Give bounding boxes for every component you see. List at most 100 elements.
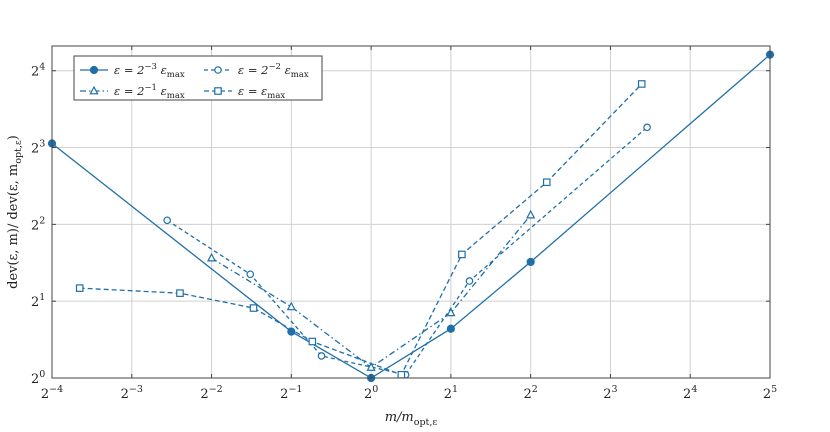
x-tick-label: 2−3 bbox=[121, 384, 143, 402]
x-tick-label: 24 bbox=[683, 384, 697, 402]
tick-exponent: −2 bbox=[209, 384, 223, 395]
legend-box bbox=[73, 55, 323, 101]
tick-exponent: 1 bbox=[452, 384, 458, 395]
x-tick-label: 25 bbox=[763, 384, 777, 402]
series-4-point bbox=[249, 304, 258, 312]
x-tick-label: 2−1 bbox=[280, 384, 302, 402]
y-tick-label: 21 bbox=[31, 292, 45, 310]
series-4-point bbox=[308, 337, 317, 346]
series-2-point bbox=[643, 123, 651, 132]
series-1-line bbox=[51, 54, 771, 379]
tick-base: 2 bbox=[683, 387, 691, 402]
series-1-point bbox=[446, 324, 455, 333]
y-axis-label-close: ) bbox=[6, 135, 21, 140]
tick-exponent: −1 bbox=[288, 384, 302, 395]
x-axis-label-subscript: opt,ε bbox=[414, 417, 438, 428]
series-3-point bbox=[206, 252, 217, 262]
series-4-point bbox=[397, 370, 406, 379]
series-1-point bbox=[526, 257, 535, 267]
legend-label-exponent: −3 bbox=[144, 62, 157, 72]
legend-label-text: ε = 2 bbox=[114, 63, 144, 77]
tick-exponent: 0 bbox=[39, 369, 45, 380]
series-4-point bbox=[458, 250, 466, 259]
tick-base: 2 bbox=[364, 387, 372, 402]
tick-base: 2 bbox=[200, 387, 208, 402]
tick-base: 2 bbox=[763, 387, 771, 402]
series-layer bbox=[47, 50, 775, 383]
series-4 bbox=[75, 80, 646, 379]
tick-base: 2 bbox=[524, 387, 532, 402]
x-tick-label: 2−2 bbox=[200, 384, 222, 402]
tick-exponent: 4 bbox=[691, 384, 697, 395]
x-tick-label: 23 bbox=[603, 384, 617, 402]
y-axis-label-text: dev(ε, m)/ dev(ε, m bbox=[6, 164, 21, 289]
y-axis-label-subscript: opt,ε bbox=[13, 140, 24, 164]
legend-swatch-marker bbox=[214, 66, 222, 74]
series-4-point bbox=[75, 284, 84, 292]
tick-base: 2 bbox=[603, 387, 611, 402]
x-axis-label: m/mopt,ε bbox=[385, 410, 438, 428]
legend-label-mid: ε bbox=[157, 63, 167, 77]
tick-base: 2 bbox=[280, 387, 288, 402]
legend-label-text: ε = 2 bbox=[238, 63, 268, 77]
tick-exponent: 5 bbox=[771, 384, 777, 395]
tick-base: 2 bbox=[121, 387, 129, 402]
legend-label: ε = 2−2 εmax bbox=[238, 62, 309, 80]
legend-label: ε = εmax bbox=[238, 84, 285, 101]
series-3-point bbox=[526, 209, 536, 219]
series-2 bbox=[163, 123, 651, 379]
legend-label-subscript: max bbox=[167, 91, 185, 101]
y-axis-label: dev(ε, m)/ dev(ε, mopt,ε) bbox=[6, 135, 24, 289]
legend-label-mid: ε bbox=[157, 84, 167, 98]
legend-swatch-marker bbox=[89, 85, 99, 95]
tick-exponent: 0 bbox=[372, 384, 378, 395]
tick-base: 2 bbox=[41, 387, 49, 402]
series-2-point bbox=[163, 216, 171, 225]
y-tick-label: 22 bbox=[31, 215, 45, 233]
series-4-point bbox=[542, 178, 551, 187]
x-tick-label: 21 bbox=[444, 384, 458, 402]
series-3-point bbox=[446, 307, 456, 317]
series-2-line bbox=[166, 126, 648, 376]
legend-item: ε = 2−1 εmax bbox=[80, 83, 185, 101]
plot-frame bbox=[51, 45, 771, 379]
tick-base: 2 bbox=[31, 65, 39, 80]
legend-swatch-marker bbox=[89, 65, 99, 75]
tick-base: 2 bbox=[31, 295, 39, 310]
tick-exponent: 1 bbox=[39, 292, 45, 303]
x-tick-label: 22 bbox=[524, 384, 538, 402]
series-4-point bbox=[637, 80, 646, 88]
tick-base: 2 bbox=[31, 218, 39, 233]
series-2-point bbox=[246, 270, 255, 279]
legend-label: ε = 2−3 εmax bbox=[114, 62, 185, 80]
legend-label-exponent: −1 bbox=[144, 83, 157, 93]
series-4-point bbox=[176, 289, 184, 297]
series-4-line bbox=[79, 83, 643, 376]
x-axis-label-text: m/m bbox=[385, 410, 414, 425]
series-1 bbox=[47, 50, 775, 383]
y-tick-label: 20 bbox=[31, 369, 45, 387]
x-tick-label: 2−4 bbox=[41, 384, 63, 402]
series-2-point bbox=[465, 277, 474, 285]
tick-exponent: −4 bbox=[49, 384, 63, 395]
legend-item: ε = 2−2 εmax bbox=[204, 62, 309, 80]
tick-exponent: 2 bbox=[39, 215, 45, 226]
legend-label-subscript: max bbox=[291, 70, 309, 80]
legend-label-exponent: −2 bbox=[268, 62, 281, 72]
tick-exponent: 2 bbox=[532, 384, 538, 395]
tick-exponent: −3 bbox=[129, 384, 143, 395]
series-2-point bbox=[317, 352, 326, 360]
tick-base: 2 bbox=[444, 387, 452, 402]
tick-exponent: 3 bbox=[39, 139, 45, 150]
legend-label-mid: ε bbox=[281, 63, 291, 77]
legend-label: ε = 2−1 εmax bbox=[114, 83, 185, 101]
legend-label-subscript: max bbox=[167, 70, 185, 80]
series-3 bbox=[206, 209, 536, 371]
legend-label-subscript: max bbox=[267, 91, 285, 101]
tick-base: 2 bbox=[31, 372, 39, 387]
legend-item: ε = 2−3 εmax bbox=[80, 62, 185, 80]
